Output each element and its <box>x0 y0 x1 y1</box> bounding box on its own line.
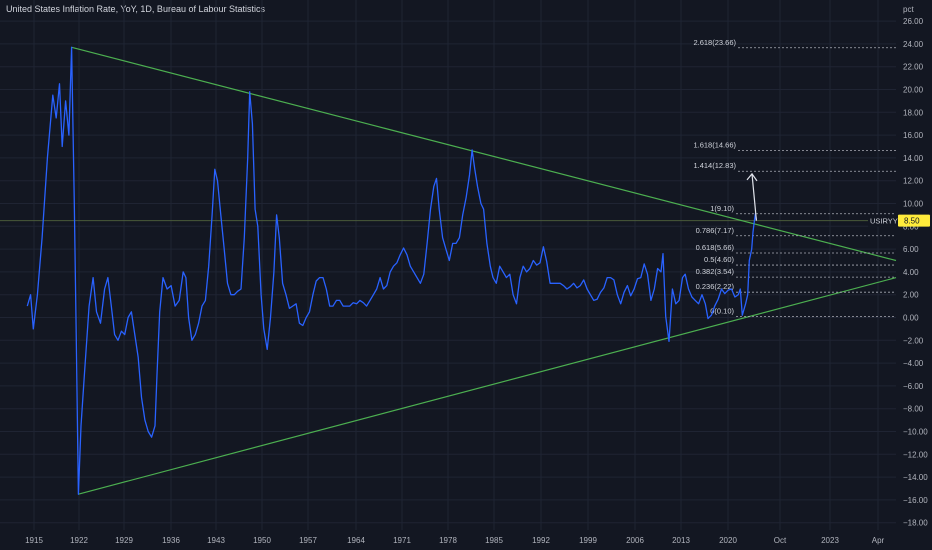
x-tick-label: 1922 <box>70 536 88 545</box>
fib-level-label: 0.618(5.66) <box>696 243 735 252</box>
x-tick-label: 2023 <box>821 536 839 545</box>
x-tick-label: Apr <box>872 536 885 545</box>
y-tick-label: 14.00 <box>903 154 924 163</box>
fibonacci-levels[interactable]: 2.618(23.66) 1.618(14.66) 1.414(12.83) 1(9.… <box>693 38 896 317</box>
fib-level-label: 1.414(12.83) <box>693 161 736 170</box>
symbol-badge-bg <box>868 214 896 227</box>
fib-level-label: 0(0.10) <box>710 306 734 315</box>
y-tick-label: −12.00 <box>903 450 928 459</box>
fib-level-label: 0.382(3.54) <box>696 267 735 276</box>
x-tick-label: 1999 <box>579 536 597 545</box>
y-tick-label: −8.00 <box>903 405 924 414</box>
fib-level-label: 0.5(4.60) <box>704 255 735 264</box>
grid <box>0 0 896 530</box>
y-tick-label: 18.00 <box>903 108 924 117</box>
arrow-shaft[interactable] <box>751 173 757 221</box>
y-tick-label: 0.00 <box>903 314 919 323</box>
y-tick-label: 24.00 <box>903 40 924 49</box>
x-tick-label: 2020 <box>719 536 737 545</box>
y-tick-label: −10.00 <box>903 428 928 437</box>
y-tick-label: −14.00 <box>903 473 928 482</box>
y-tick-label: 2.00 <box>903 291 919 300</box>
y-tick-label: −18.00 <box>903 519 928 528</box>
x-tick-label: 1957 <box>299 536 317 545</box>
y-tick-label: 22.00 <box>903 63 924 72</box>
y-tick-label: 10.00 <box>903 200 924 209</box>
y-tick-label: 16.00 <box>903 131 924 140</box>
inflation-series[interactable] <box>26 46 758 495</box>
x-tick-label: 1985 <box>485 536 503 545</box>
axes: pct 26.00 24.00 22.00 20.00 18.00 16.00 14.00 1… <box>25 5 928 545</box>
arrow-head <box>746 172 758 182</box>
y-tick-label: −16.00 <box>903 496 928 505</box>
y-tick-label: −6.00 <box>903 382 924 391</box>
y-tick-label: −4.00 <box>903 359 924 368</box>
y-tick-label: 4.00 <box>903 268 919 277</box>
x-tick-label: 1943 <box>207 536 225 545</box>
symbol-badge-label: USIRYY <box>870 217 898 226</box>
fib-level-label: 1.618(14.66) <box>693 140 736 149</box>
x-tick-label: 1915 <box>25 536 43 545</box>
y-tick-label: −2.00 <box>903 336 924 345</box>
y-tick-label: 20.00 <box>903 86 924 95</box>
x-tick-label: 1950 <box>253 536 271 545</box>
x-tick-label: 2006 <box>626 536 644 545</box>
x-tick-label: 1929 <box>115 536 133 545</box>
last-value-label: 8.50 <box>904 217 920 226</box>
x-tick-label: Oct <box>774 536 787 545</box>
lower-trendline[interactable] <box>78 277 897 495</box>
upper-trendline[interactable] <box>71 46 897 262</box>
x-tick-label: 1978 <box>439 536 457 545</box>
y-tick-label: 12.00 <box>903 177 924 186</box>
x-tick-label: 1936 <box>162 536 180 545</box>
last-value-bg <box>898 214 930 227</box>
y-tick-label: 26.00 <box>903 17 924 26</box>
chart-title: United States Inflation Rate, YoY, 1D, B… <box>6 4 265 14</box>
last-value-badge: USIRYY 8.50 <box>868 214 930 227</box>
y-tick-label: 6.00 <box>903 245 919 254</box>
x-tick-label: 2013 <box>672 536 690 545</box>
y-axis-unit-label: pct <box>903 5 914 14</box>
series-line[interactable] <box>26 46 758 495</box>
projection-arrow[interactable] <box>746 172 758 221</box>
x-tick-label: 1964 <box>347 536 365 545</box>
fib-level-label: 2.618(23.66) <box>693 38 736 47</box>
y-tick-label: 8.00 <box>903 222 919 231</box>
fib-level-label: 0.236(2.22) <box>696 282 735 291</box>
fib-level-label: 0.786(7.17) <box>696 226 735 235</box>
x-tick-label: 1971 <box>393 536 411 545</box>
triangle-trendlines[interactable] <box>71 46 897 495</box>
fib-level-label: 1(9.10) <box>710 204 734 213</box>
x-tick-label: 1992 <box>532 536 550 545</box>
